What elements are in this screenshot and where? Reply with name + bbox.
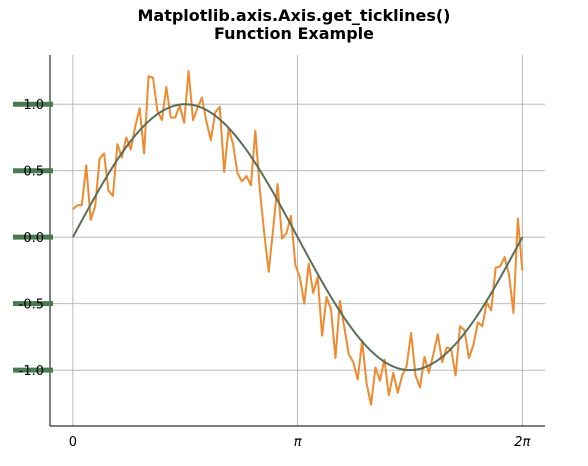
x-tick-label-2: 2π: [514, 435, 530, 450]
y-tick-label-1: 0.5: [23, 165, 44, 180]
grid-lines: [50, 55, 545, 426]
y-tick-label-4: -1.0: [19, 364, 44, 379]
series-line-1: [72, 103, 524, 372]
axis-ticks: 1.0 0.5 0.0 -0.5 -1.0 0 π 2π: [13, 98, 531, 450]
y-tick-label-2: 0.0: [23, 231, 44, 246]
series-line-0: [72, 69, 524, 406]
chart-title-line-2: Function Example: [214, 24, 374, 43]
chart-title-line-1: Matplotlib.axis.Axis.get_ticklines(): [137, 6, 451, 25]
x-tick-label-1: π: [294, 435, 302, 450]
x-tick-label-0: 0: [69, 435, 77, 450]
axis-spines: [49, 55, 545, 427]
y-tick-label-0: 1.0: [23, 98, 44, 113]
plot-series: [72, 69, 524, 406]
y-tick-label-3: -0.5: [19, 298, 44, 313]
